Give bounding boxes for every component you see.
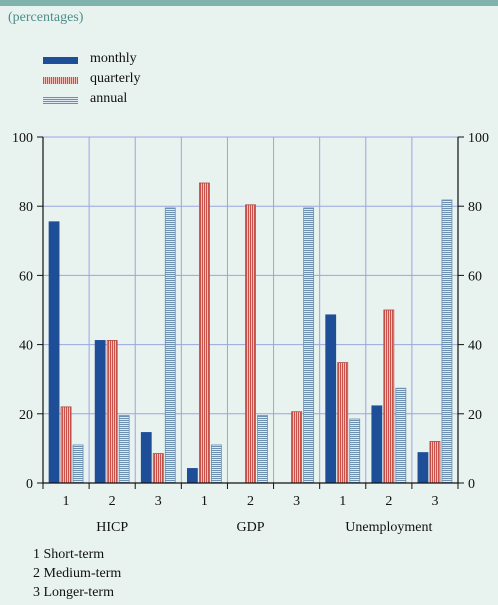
x-tick-label: 1 <box>201 494 208 509</box>
bar-quarterly-6 <box>291 411 303 484</box>
y-tick-label-left: 40 <box>19 339 33 354</box>
group-label-unemployment: Unemployment <box>345 520 432 535</box>
axes <box>37 136 464 489</box>
x-tick-label: 2 <box>109 494 116 509</box>
bar-annual-1 <box>72 444 84 484</box>
bar-quarterly-2 <box>106 340 118 484</box>
legend-label-monthly: monthly <box>90 51 137 66</box>
bar-monthly-4 <box>186 468 198 484</box>
bar-quarterly-7 <box>337 362 349 484</box>
x-tick-label: 3 <box>431 494 438 509</box>
y-tick-label-right: 0 <box>468 477 475 492</box>
bar-monthly-2 <box>94 340 106 484</box>
y-tick-label-right: 20 <box>468 408 482 423</box>
bar-annual-6 <box>303 207 315 484</box>
header-band <box>0 0 498 6</box>
bar-quarterly-5 <box>245 204 256 484</box>
y-tick-label-right: 60 <box>468 269 482 284</box>
y-tick-label-left: 60 <box>19 269 33 284</box>
tick-labels: 0 0 20 20 40 40 60 60 80 80 100 100 1 2 3 1 2 3 1 2 3 HICP GDP… <box>12 131 489 535</box>
y-tick-label-right: 40 <box>468 339 482 354</box>
y-tick-label-left: 0 <box>26 477 33 492</box>
x-tick-label: 2 <box>385 494 392 509</box>
bar-monthly-7 <box>325 314 337 484</box>
bar-quarterly-8 <box>383 309 395 484</box>
bar-quarterly-4 <box>198 182 210 484</box>
bar-annual-8 <box>395 387 407 484</box>
y-tick-label-right: 80 <box>468 200 482 215</box>
x-tick-label: 1 <box>63 494 70 509</box>
bar-annual-3 <box>164 207 176 484</box>
bar-quarterly-1 <box>60 406 72 484</box>
footnote-medium-term: 2 Medium-term <box>33 566 122 581</box>
bar-annual-4 <box>210 444 222 484</box>
legend-swatch-quarterly <box>43 77 78 84</box>
legend-label-annual: annual <box>90 91 128 106</box>
bar-annual-7 <box>349 418 361 484</box>
x-tick-label: 2 <box>247 494 254 509</box>
x-tick-label: 3 <box>155 494 162 509</box>
y-tick-label-left: 20 <box>19 408 33 423</box>
y-tick-label-left: 100 <box>12 131 33 146</box>
y-tick-label-right: 100 <box>468 131 489 146</box>
bar-quarterly-3 <box>152 453 164 484</box>
bar-annual-2 <box>118 415 130 484</box>
bars <box>48 182 453 484</box>
y-tick-label-left: 80 <box>19 200 33 215</box>
bar-annual-9 <box>441 199 453 484</box>
bar-monthly-1 <box>48 221 60 484</box>
footnote-short-term: 1 Short-term <box>33 547 105 562</box>
x-tick-label: 1 <box>339 494 346 509</box>
legend-swatch-annual <box>43 97 78 104</box>
footnote-longer-term: 3 Longer-term <box>33 585 114 600</box>
bar-quarterly-9 <box>429 441 441 484</box>
legend-swatch-monthly <box>43 57 78 64</box>
bar-annual-5 <box>257 415 268 484</box>
footnotes: 1 Short-term 2 Medium-term 3 Longer-term <box>33 545 121 602</box>
group-label-hicp: HICP <box>96 520 128 535</box>
bar-monthly-9 <box>417 452 429 484</box>
x-tick-label: 3 <box>293 494 300 509</box>
bar-monthly-8 <box>371 405 383 484</box>
bar-monthly-3 <box>140 432 152 484</box>
chart-subtitle: (percentages) <box>8 10 84 25</box>
legend-label-quarterly: quarterly <box>90 71 141 86</box>
group-label-gdp: GDP <box>236 520 264 535</box>
